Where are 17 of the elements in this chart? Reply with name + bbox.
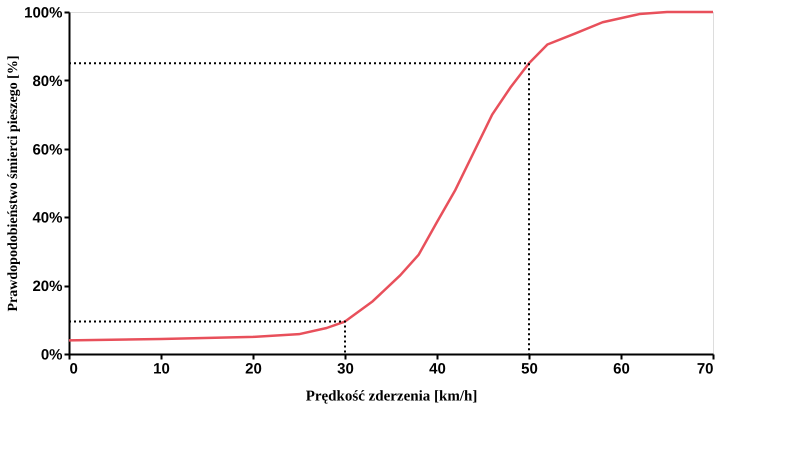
x-tick-label: 0 [70, 360, 78, 378]
y-tick-label: 0% [40, 346, 62, 364]
x-axis-title: Prędkość zderzenia [km/h] [306, 388, 478, 404]
y-tick-label: 40% [32, 210, 62, 227]
y-tick-label: 100% [24, 4, 62, 22]
x-tick-label: 60 [613, 360, 630, 378]
y-tick-label: 80% [32, 72, 62, 90]
x-tick-label: 30 [337, 360, 354, 378]
x-tick-label: 20 [245, 360, 262, 378]
x-tick-label: 10 [153, 360, 170, 378]
x-tick-label: 40 [429, 360, 446, 378]
y-axis-title: Prawdopodobieństwo śmierci pieszego [%] [6, 56, 22, 312]
y-tick-label: 20% [32, 278, 62, 296]
y-tick-label: 60% [32, 141, 62, 158]
x-tick-label: 70 [696, 360, 714, 378]
x-tick-label: 50 [521, 360, 538, 378]
line-series [68, 10, 714, 342]
